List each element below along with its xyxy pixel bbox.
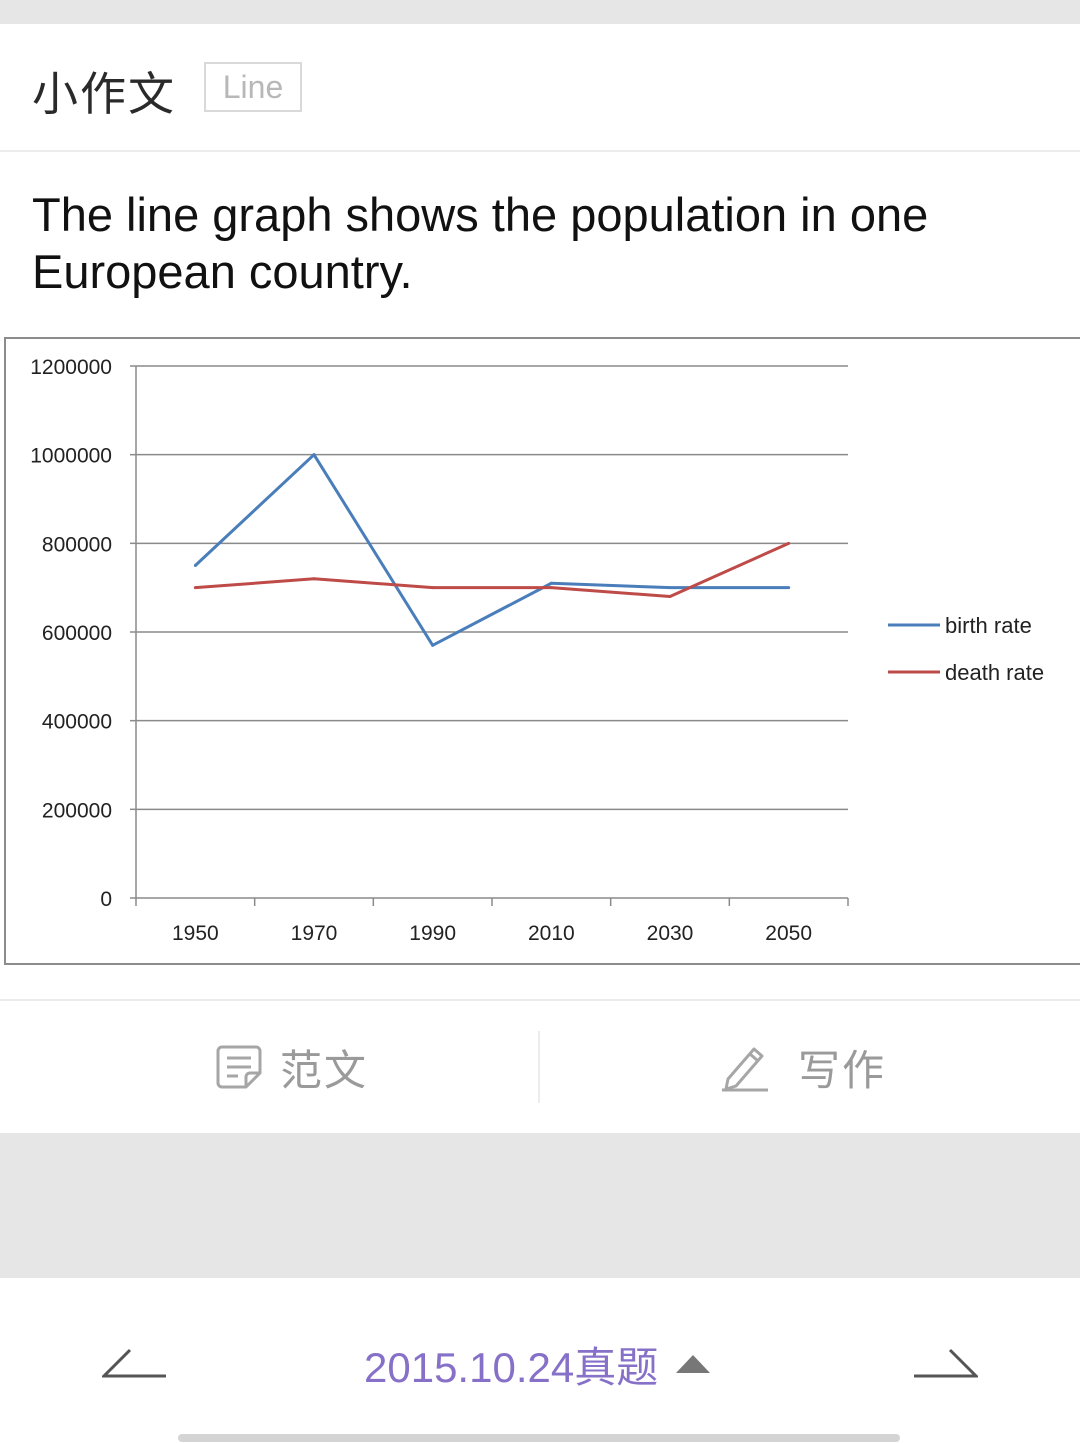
x-tick-label: 2050: [765, 922, 812, 945]
pencil-icon: [722, 1047, 768, 1092]
prev-button[interactable]: [100, 1348, 168, 1382]
exam-selector[interactable]: 2015.10.24真题: [364, 1336, 712, 1392]
data-point: [193, 586, 197, 590]
x-tick-label: 1970: [291, 922, 338, 945]
data-point: [431, 586, 435, 590]
legend-label: death rate: [945, 660, 1044, 685]
task-prompt: The line graph shows the population in o…: [32, 188, 929, 298]
y-tick-label: 200000: [42, 799, 112, 822]
action-divider: [538, 1031, 540, 1103]
data-point: [549, 581, 553, 585]
y-tick-label: 1000000: [30, 445, 112, 468]
x-tick-label: 2010: [528, 922, 575, 945]
chart-image: 0 200000 400000 600000 800000 1000000 1200000 1…: [4, 337, 1080, 965]
data-point: [193, 564, 197, 567]
data-point: [312, 577, 316, 581]
exam-date-label: 2015.10.24真题: [364, 1343, 659, 1391]
y-tick-label: 400000: [42, 711, 112, 734]
action-bar: 范文 写作: [0, 1001, 1080, 1133]
y-tick-label: 800000: [42, 533, 112, 556]
top-strip: [0, 0, 1080, 24]
scroll-indicator: [178, 1434, 900, 1442]
y-tick-label: 1200000: [30, 356, 112, 379]
data-point: [668, 586, 672, 590]
line-chart: 0 200000 400000 600000 800000 1000000 1200000 1…: [4, 337, 1080, 965]
divider: [0, 999, 1080, 1001]
x-tick-label: 1990: [409, 922, 456, 945]
document-icon: [216, 1045, 262, 1089]
arrow-left-icon: [100, 1348, 166, 1378]
series-line-death-rate: [195, 541, 790, 599]
write-label: 写作: [798, 1045, 887, 1095]
data-point: [668, 595, 672, 599]
model-essay-label: 范文: [280, 1045, 369, 1095]
data-point: [787, 586, 791, 590]
data-point: [312, 453, 316, 457]
header: 小作文 Line: [0, 24, 1080, 152]
page-title: 小作文: [32, 67, 176, 121]
y-tick-label: 600000: [42, 622, 112, 645]
model-essay-button[interactable]: 范文: [214, 1001, 368, 1133]
x-tick-label: 2030: [647, 922, 694, 945]
data-point: [787, 541, 791, 545]
arrow-right-icon: [914, 1348, 980, 1378]
y-tick-label: 0: [100, 888, 112, 911]
data-point: [431, 643, 435, 647]
chart-type-tag: Line: [204, 62, 302, 112]
data-point: [549, 586, 553, 590]
bottom-nav: 2015.10.24真题: [0, 1278, 1080, 1444]
caret-up-icon: [676, 1355, 711, 1373]
spacer-band: [0, 1133, 1080, 1278]
next-button[interactable]: [912, 1348, 980, 1382]
write-button[interactable]: 写作: [718, 1001, 886, 1133]
x-tick-label: 1950: [172, 922, 219, 945]
legend-label: birth rate: [945, 613, 1032, 638]
